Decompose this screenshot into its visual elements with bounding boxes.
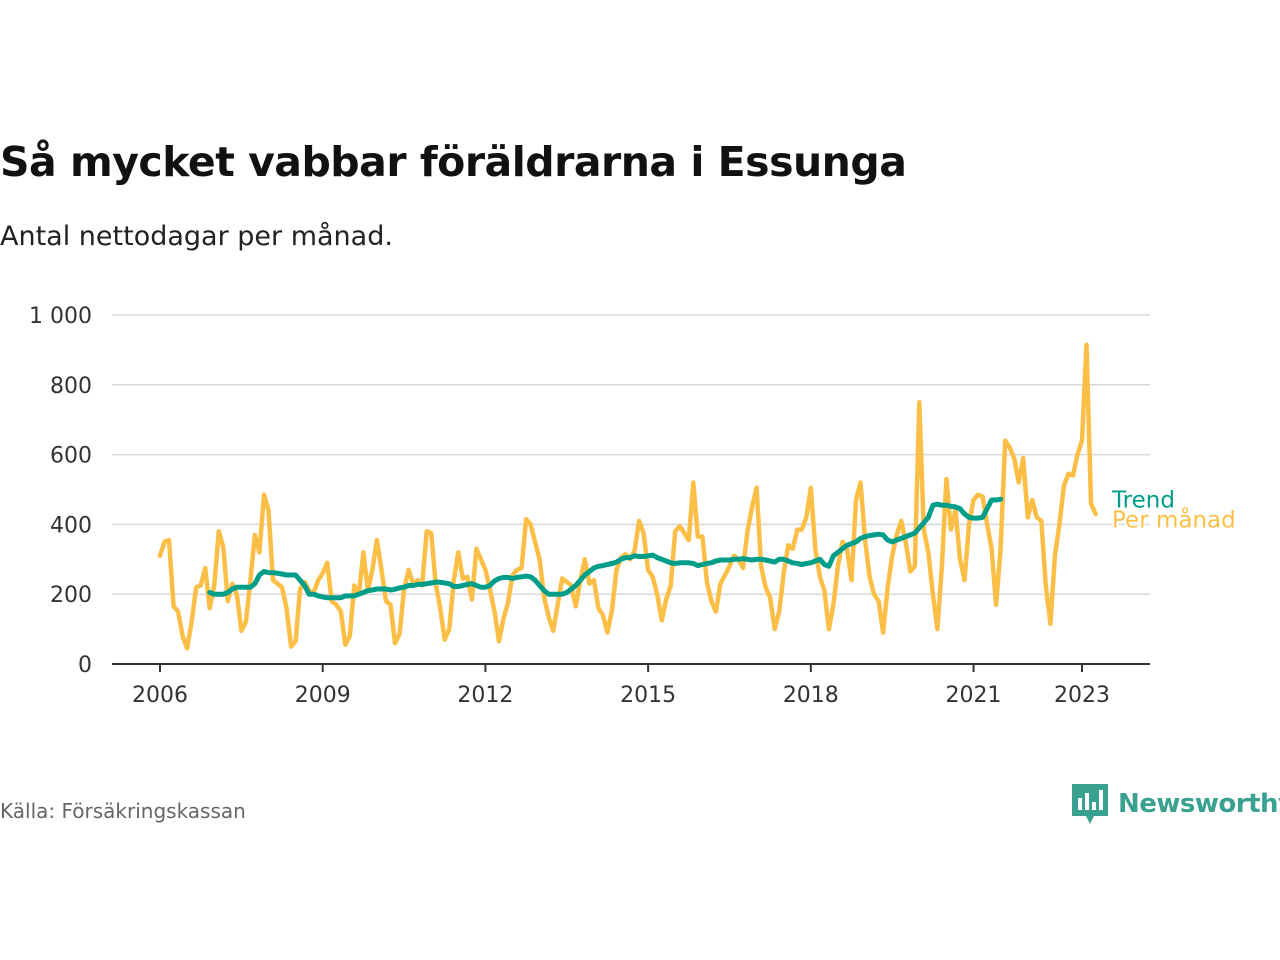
source-label: Källa: Försäkringskassan — [0, 799, 246, 823]
y-tick-label: 0 — [78, 653, 92, 678]
x-tick-label: 2018 — [783, 683, 839, 708]
y-tick-label: 400 — [50, 513, 92, 538]
x-tick-label: 2006 — [132, 683, 188, 708]
newsworthy-logo-icon — [1072, 784, 1108, 824]
series-label-per-manad: Per månad — [1112, 505, 1236, 533]
series-line-per-manad — [157, 342, 1098, 651]
x-tick-label: 2009 — [295, 683, 351, 708]
chart-title: Så mycket vabbar föräldrarna i Essunga — [0, 138, 907, 186]
brand-name: Newsworthy — [1118, 789, 1280, 819]
x-tick-label: 2021 — [946, 683, 1002, 708]
series-line-trend — [207, 496, 1004, 601]
brand-logo: Newsworthy — [1072, 784, 1280, 824]
y-tick-label: 800 — [50, 374, 92, 399]
x-tick-label: 2012 — [457, 683, 513, 708]
x-tick-label: 2015 — [620, 683, 676, 708]
series-label-trend: Trend — [1111, 487, 1175, 513]
y-tick-label: 200 — [50, 583, 92, 608]
y-tick-label: 1 000 — [29, 304, 92, 329]
chart-subtitle: Antal nettodagar per månad. — [0, 221, 393, 252]
line-chart: 0 200 400 600 800 1 000 2006 2009 2012 2015 2018 20… — [29, 304, 1237, 708]
y-tick-label: 600 — [50, 444, 92, 469]
x-tick-label: 2023 — [1054, 683, 1110, 708]
